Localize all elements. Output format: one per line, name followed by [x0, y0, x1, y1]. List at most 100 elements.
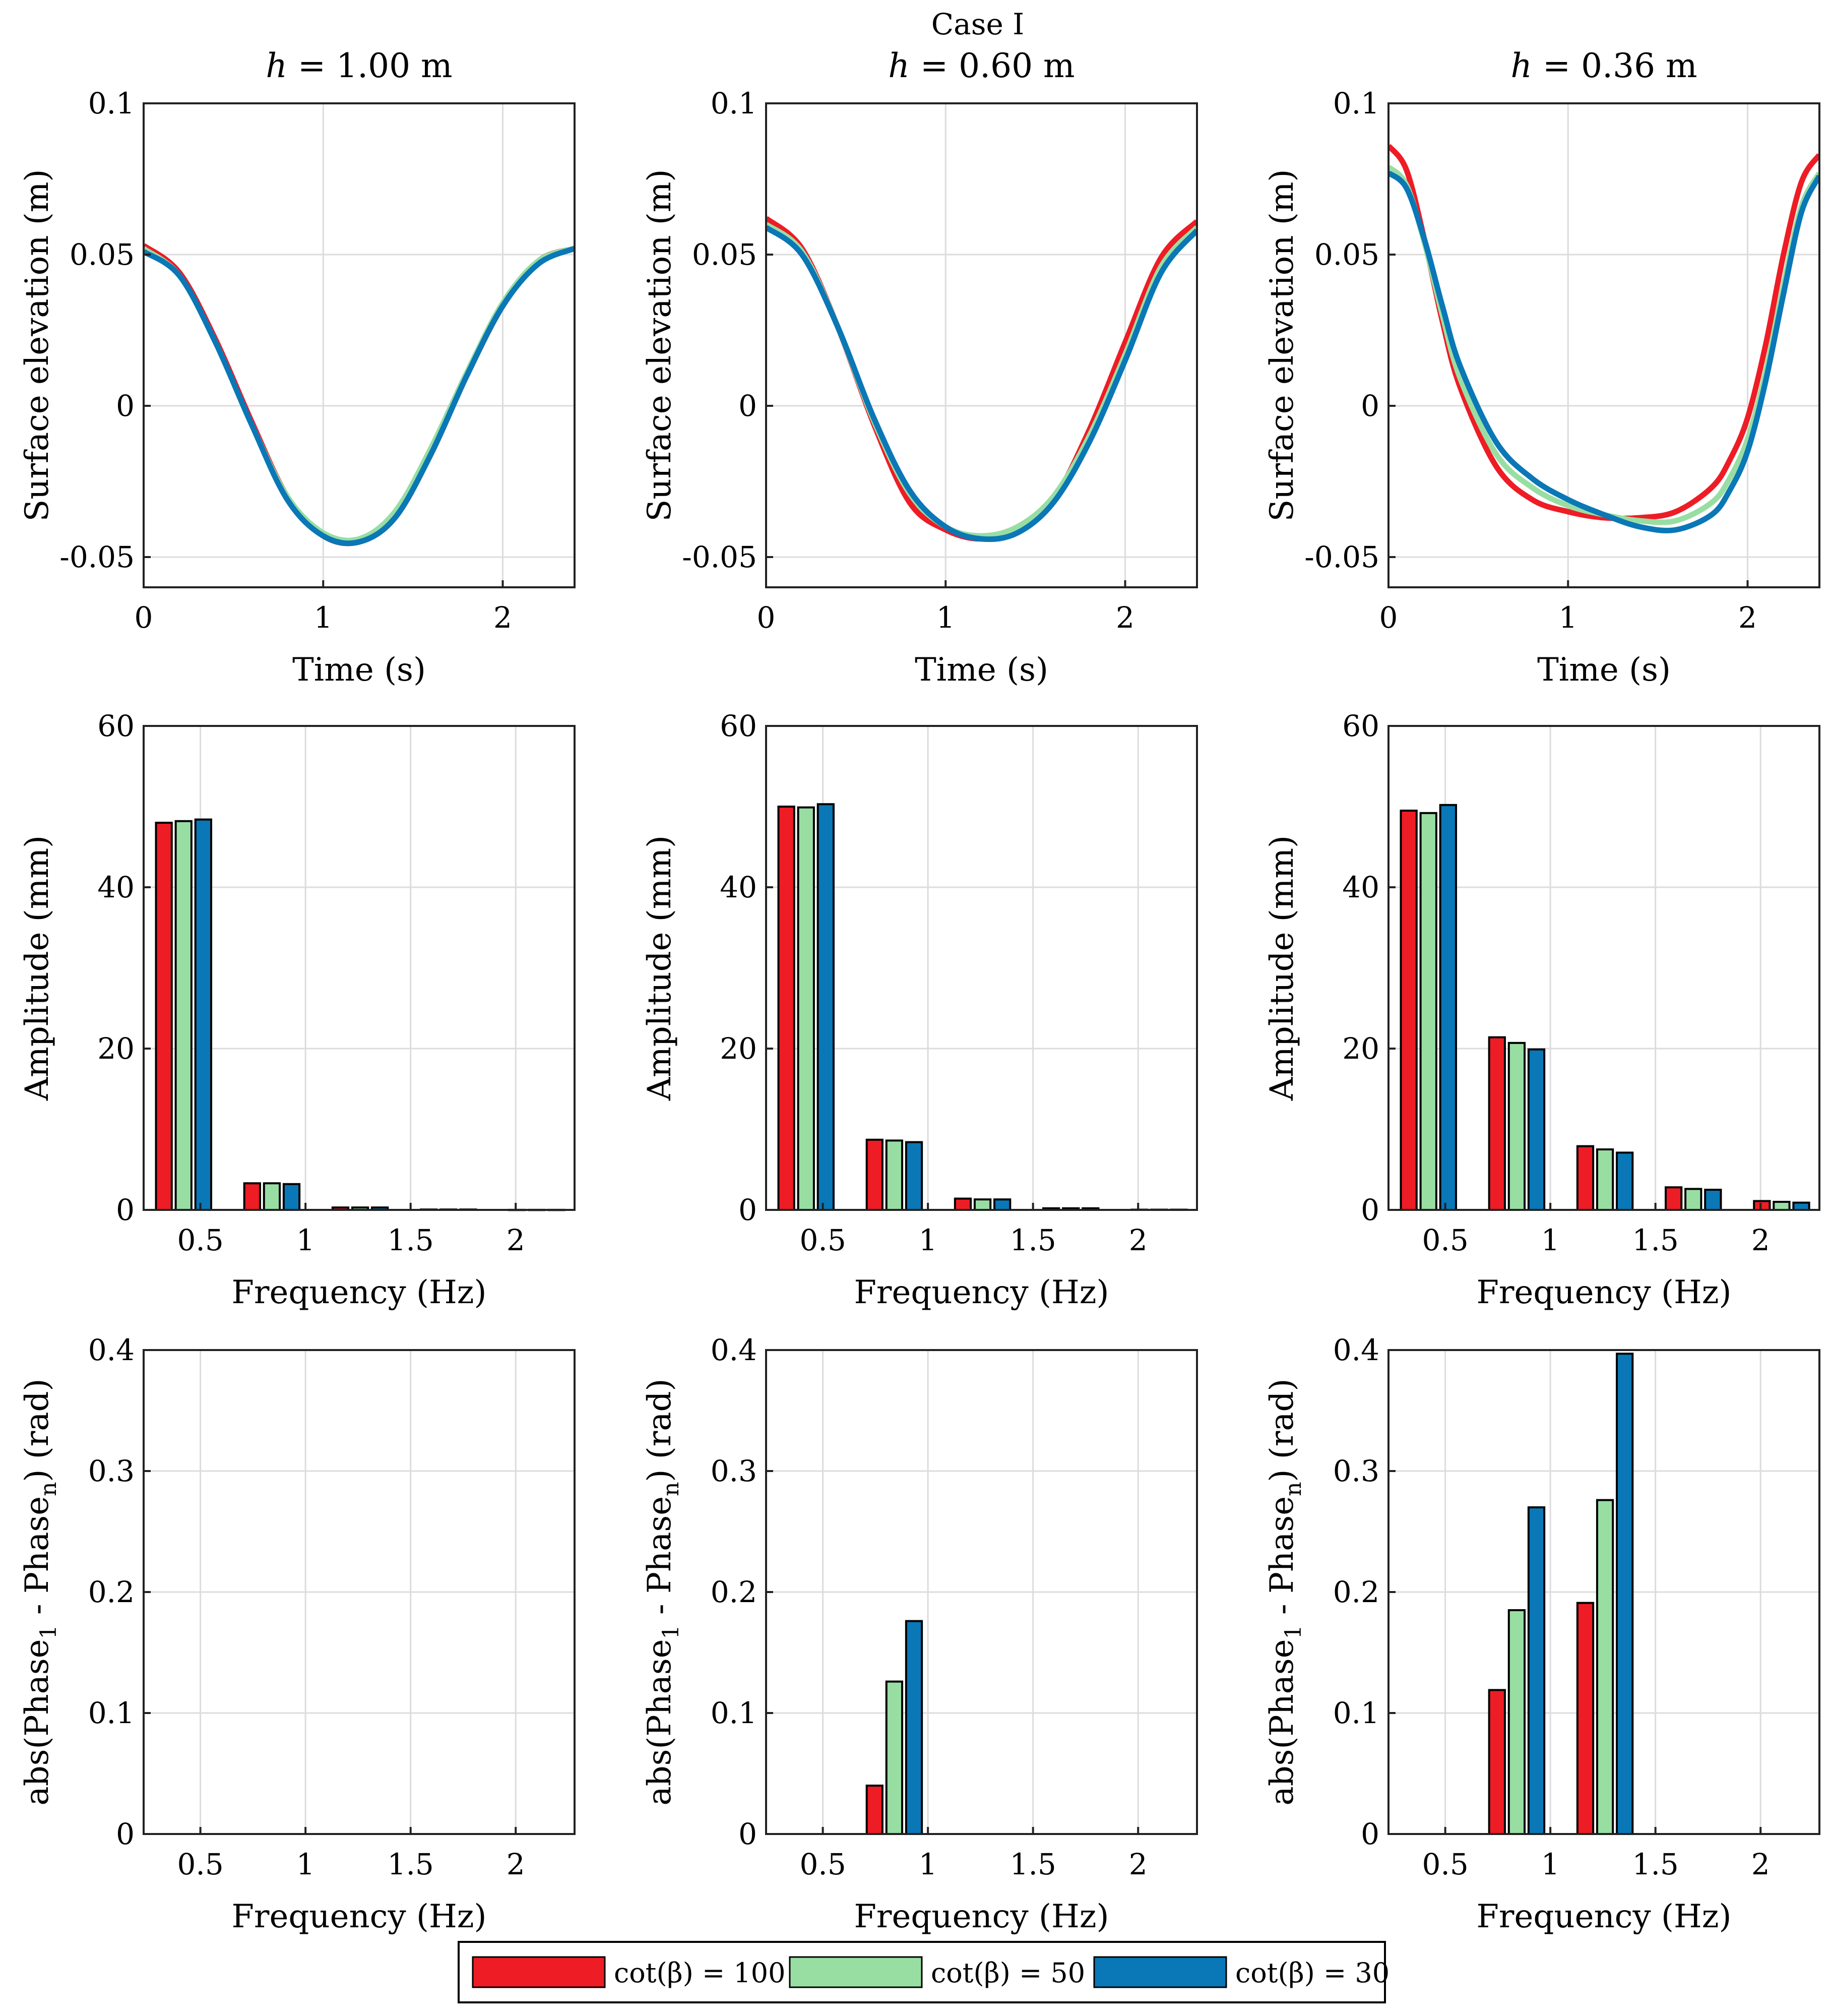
y-tick-label: 40	[97, 870, 135, 904]
y-tick-label: 20	[1342, 1031, 1379, 1066]
axes-box	[1387, 102, 1820, 588]
y-tick-label: 0.2	[711, 1575, 757, 1609]
x-axis-label: Time (s)	[292, 651, 426, 689]
x-tick-label: 0	[1379, 600, 1398, 635]
x-tick-label: 0.5	[177, 1847, 223, 1881]
y-tick-label: 0	[738, 389, 757, 423]
y-tick-label: 0	[116, 1817, 135, 1851]
legend-swatch-3	[1093, 1956, 1227, 1988]
bar-amp-h100-f1-s1	[155, 822, 173, 1211]
y-tick-label: 0.4	[711, 1333, 757, 1367]
panel-title: h = 1.00 m	[266, 46, 452, 85]
x-tick-label: 2	[1751, 1223, 1770, 1257]
bar-phase-h036-f2-s1	[1488, 1689, 1506, 1835]
axes-box	[143, 102, 576, 588]
y-tick-label: 0	[1361, 1193, 1379, 1227]
x-tick-label: 2	[493, 600, 512, 635]
x-tick-label: 1	[919, 1847, 937, 1881]
bar-phase-h036-f2-s2	[1507, 1609, 1526, 1835]
bar-phase-h036-f3-s3	[1616, 1353, 1634, 1835]
figure-suptitle: Case I	[931, 7, 1024, 41]
x-tick-label: 0.5	[1422, 1847, 1468, 1881]
x-tick-label: 1.5	[1632, 1847, 1679, 1881]
x-tick-label: 2	[1116, 600, 1134, 635]
series-line-3	[1388, 170, 1819, 533]
y-tick-label: 0	[116, 1193, 135, 1227]
y-tick-label: 0	[1361, 1817, 1379, 1851]
bar-amp-h036-f5-s1	[1753, 1200, 1771, 1211]
y-tick-label: 0.3	[711, 1454, 757, 1488]
x-tick-label: 1	[1559, 600, 1577, 635]
x-tick-label: 0	[135, 600, 153, 635]
y-tick-label: 0	[116, 389, 135, 423]
y-axis-label: abs(Phase1 - Phasen) (rad)	[641, 1379, 684, 1806]
bar-amp-h060-f1-s3	[816, 803, 835, 1211]
series-line-3	[766, 225, 1197, 542]
axes-box	[765, 102, 1198, 588]
y-tick-label: 0.4	[1333, 1333, 1379, 1367]
x-axis-label: Frequency (Hz)	[1477, 1274, 1732, 1311]
bar-amp-h036-f2-s3	[1527, 1048, 1546, 1211]
y-tick-label: 0	[1361, 389, 1379, 423]
x-tick-label: 1	[919, 1223, 937, 1257]
bar-phase-h060-f2-s1	[865, 1785, 883, 1835]
bar-amp-h036-f4-s1	[1665, 1186, 1683, 1211]
y-tick-label: 40	[1342, 870, 1379, 904]
legend-label-3: cot(β) = 30	[1235, 1957, 1390, 1989]
bar-amp-h060-f2-s3	[905, 1141, 923, 1211]
bar-amp-h036-f4-s2	[1684, 1188, 1702, 1211]
y-tick-label: 0	[738, 1193, 757, 1227]
y-axis-label: abs(Phase1 - Phasen) (rad)	[1264, 1379, 1306, 1806]
y-tick-label: -0.05	[59, 540, 135, 574]
bar-phase-h036-f3-s1	[1576, 1602, 1595, 1836]
y-axis-label: abs(Phase1 - Phasen) (rad)	[19, 1379, 61, 1806]
y-tick-label: 0.2	[88, 1575, 135, 1609]
x-tick-label: 1.5	[1010, 1847, 1056, 1881]
y-tick-label: 0.05	[692, 237, 757, 272]
bar-phase-h060-f2-s3	[905, 1620, 923, 1836]
y-tick-label: 0.05	[1314, 237, 1379, 272]
x-tick-label: 1.5	[388, 1223, 434, 1257]
series-line-3	[144, 246, 575, 546]
y-axis-label: Surface elevation (m)	[641, 169, 678, 522]
panel-phase-h036: 0.5 1 1.5 2 0 0.1 0.2 0.3 0.4 Frequency (Hz) abs(P…	[1264, 1333, 1820, 1935]
x-axis-label: Frequency (Hz)	[232, 1898, 487, 1935]
y-axis-label: Surface elevation (m)	[19, 169, 56, 522]
y-tick-label: 0.3	[1333, 1454, 1379, 1488]
x-axis-label: Time (s)	[915, 651, 1048, 689]
panel-title: h = 0.60 m	[888, 46, 1075, 85]
y-tick-label: 0.2	[1333, 1575, 1379, 1609]
bar-amp-h060-f1-s2	[797, 806, 815, 1211]
x-tick-label: 1.5	[1010, 1223, 1056, 1257]
y-tick-label: 0.05	[70, 237, 135, 272]
y-tick-label: -0.05	[682, 540, 757, 574]
legend-label-1: cot(β) = 100	[614, 1957, 785, 1989]
bar-phase-h060-f2-s2	[885, 1680, 904, 1836]
legend-swatch-1	[472, 1956, 606, 1988]
y-tick-label: 60	[97, 709, 135, 743]
y-tick-label: 20	[97, 1031, 135, 1066]
panel-phase-h100: 0.5 1 1.5 2 0 0.1 0.2 0.3 0.4 Frequency (Hz) abs(P…	[19, 1333, 576, 1935]
x-tick-label: 2	[507, 1223, 525, 1257]
bar-amp-h100-f2-s2	[263, 1182, 281, 1211]
bar-amp-h036-f1-s2	[1419, 812, 1437, 1211]
bar-amp-h060-f3-s3	[993, 1198, 1012, 1211]
panel-title: h = 0.36 m	[1510, 46, 1697, 85]
bar-amp-h060-f3-s2	[973, 1198, 992, 1211]
bar-amp-h036-f3-s1	[1576, 1145, 1595, 1211]
y-tick-label: 40	[720, 870, 757, 904]
x-tick-label: 0.5	[799, 1223, 846, 1257]
x-axis-label: Frequency (Hz)	[232, 1274, 487, 1311]
y-tick-label: 0.1	[1333, 86, 1379, 120]
y-tick-label: 0.1	[711, 86, 757, 120]
y-tick-label: -0.05	[1304, 540, 1379, 574]
bar-amp-h036-f5-s3	[1792, 1201, 1810, 1211]
y-tick-label: 0.3	[88, 1454, 135, 1488]
bar-amp-h060-f3-s1	[954, 1197, 972, 1211]
